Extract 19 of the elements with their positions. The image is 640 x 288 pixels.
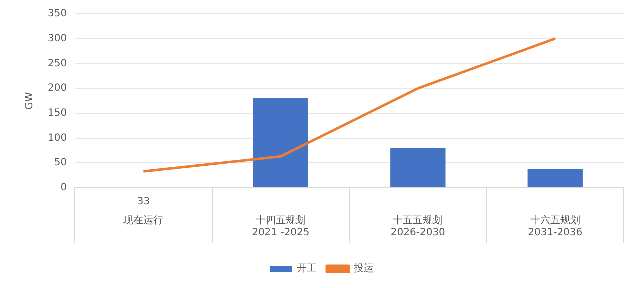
y-tick-label: 0 <box>60 182 68 194</box>
y-tick-label: 150 <box>48 108 68 120</box>
y-tick-label: 100 <box>48 132 68 144</box>
y-tick-label: 350 <box>48 8 68 20</box>
y-tick-label: 50 <box>54 158 68 169</box>
y-tick-label: 300 <box>48 33 68 44</box>
x-tick-label: 十六五规划 2031-2036 <box>528 214 583 239</box>
x-tick-label: 十五五规划 2026-2030 <box>390 214 446 239</box>
y-axis-title: GW <box>24 92 36 110</box>
x-tick-label: 现在运行 <box>124 214 164 227</box>
text: 33 <box>137 196 150 208</box>
x-tick-label: 十四五规划 2021 -2025 <box>252 214 310 239</box>
bar <box>528 169 583 188</box>
bar <box>390 148 446 188</box>
y-tick-label: 250 <box>48 58 68 70</box>
bar <box>253 98 309 188</box>
legend-label: 开工 <box>297 264 317 275</box>
y-tick-label: 200 <box>48 83 68 94</box>
legend-label: 投运 <box>353 262 374 275</box>
